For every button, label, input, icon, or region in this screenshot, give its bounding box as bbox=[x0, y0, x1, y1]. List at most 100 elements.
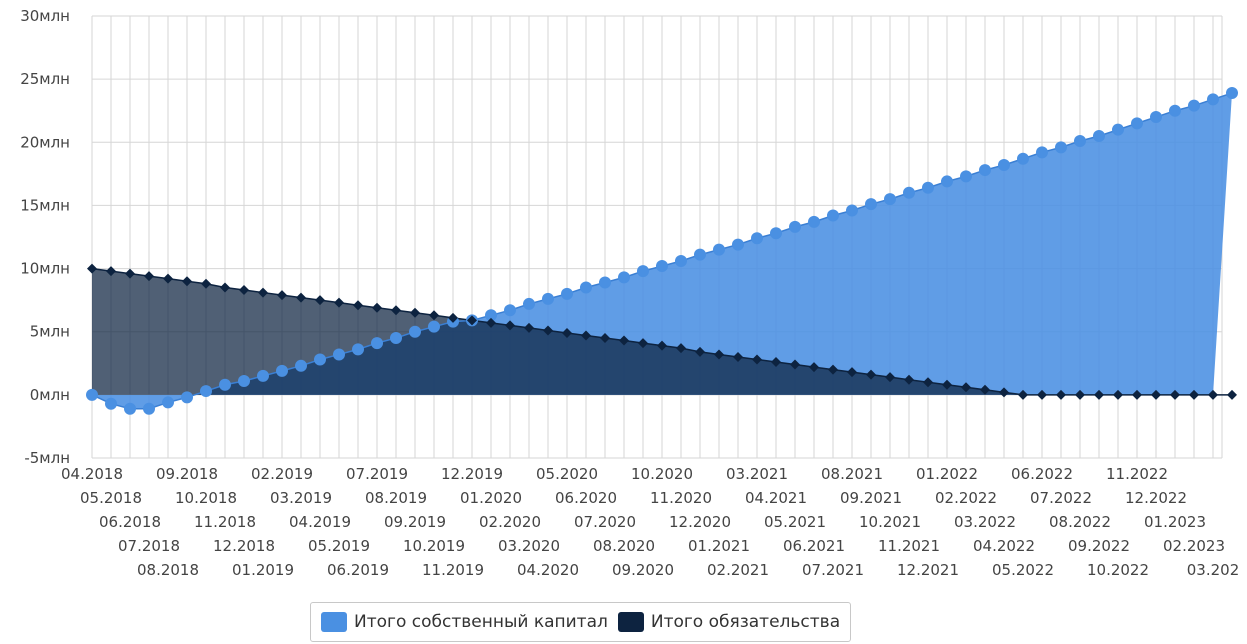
point-equity[interactable] bbox=[884, 193, 896, 205]
point-equity[interactable] bbox=[162, 396, 174, 408]
x-tick-label: 07.2019 bbox=[346, 465, 408, 483]
point-equity[interactable] bbox=[903, 187, 915, 199]
point-equity[interactable] bbox=[998, 159, 1010, 171]
point-equity[interactable] bbox=[694, 249, 706, 261]
x-tick-label: 12.2022 bbox=[1125, 489, 1187, 507]
x-tick-label: 11.2022 bbox=[1106, 465, 1168, 483]
point-equity[interactable] bbox=[1150, 111, 1162, 123]
point-equity[interactable] bbox=[200, 385, 212, 397]
point-equity[interactable] bbox=[1055, 141, 1067, 153]
point-equity[interactable] bbox=[846, 204, 858, 216]
point-equity[interactable] bbox=[390, 332, 402, 344]
point-equity[interactable] bbox=[1207, 93, 1219, 105]
point-equity[interactable] bbox=[637, 265, 649, 277]
point-liabilities[interactable] bbox=[1227, 390, 1237, 400]
x-tick-label: 01.2020 bbox=[460, 489, 522, 507]
point-equity[interactable] bbox=[181, 391, 193, 403]
point-equity[interactable] bbox=[1036, 146, 1048, 158]
point-equity[interactable] bbox=[124, 403, 136, 415]
x-tick-label: 08.2020 bbox=[593, 537, 655, 555]
point-equity[interactable] bbox=[941, 175, 953, 187]
point-equity[interactable] bbox=[1169, 105, 1181, 117]
x-tick-label: 04.2018 bbox=[61, 465, 123, 483]
point-equity[interactable] bbox=[542, 293, 554, 305]
y-tick-label: 10млн bbox=[20, 260, 70, 278]
x-tick-label: 02.2022 bbox=[935, 489, 997, 507]
point-equity[interactable] bbox=[1093, 130, 1105, 142]
x-tick-label: 01.2022 bbox=[916, 465, 978, 483]
point-equity[interactable] bbox=[352, 343, 364, 355]
x-tick-label: 05.2018 bbox=[80, 489, 142, 507]
x-tick-label: 10.2019 bbox=[403, 537, 465, 555]
x-tick-label: 04.2021 bbox=[745, 489, 807, 507]
x-tick-label: 12.2021 bbox=[897, 561, 959, 579]
x-tick-label: 11.2018 bbox=[194, 513, 256, 531]
x-tick-label: 08.2018 bbox=[137, 561, 199, 579]
chart-svg: 30млн25млн20млн15млн10млн5млн0млн-5млн 0… bbox=[0, 0, 1247, 600]
point-equity[interactable] bbox=[675, 255, 687, 267]
x-tick-label: 01.2019 bbox=[232, 561, 294, 579]
point-equity[interactable] bbox=[276, 365, 288, 377]
point-equity[interactable] bbox=[295, 360, 307, 372]
x-tick-label: 04.2019 bbox=[289, 513, 351, 531]
x-tick-label: 04.2022 bbox=[973, 537, 1035, 555]
point-equity[interactable] bbox=[922, 182, 934, 194]
x-tick-label: 07.2018 bbox=[118, 537, 180, 555]
x-tick-label: 06.2018 bbox=[99, 513, 161, 531]
point-equity[interactable] bbox=[789, 221, 801, 233]
x-tick-label: 10.2020 bbox=[631, 465, 693, 483]
x-tick-label: 09.2022 bbox=[1068, 537, 1130, 555]
point-equity[interactable] bbox=[219, 379, 231, 391]
y-tick-label: 30млн bbox=[20, 7, 70, 25]
point-equity[interactable] bbox=[580, 282, 592, 294]
point-equity[interactable] bbox=[979, 164, 991, 176]
point-equity[interactable] bbox=[827, 210, 839, 222]
point-equity[interactable] bbox=[371, 337, 383, 349]
x-tick-label: 05.2022 bbox=[992, 561, 1054, 579]
point-equity[interactable] bbox=[713, 244, 725, 256]
x-tick-label: 09.2019 bbox=[384, 513, 446, 531]
x-tick-label: 08.2021 bbox=[821, 465, 883, 483]
x-tick-label: 12.2020 bbox=[669, 513, 731, 531]
x-tick-label: 06.2021 bbox=[783, 537, 845, 555]
point-equity[interactable] bbox=[86, 389, 98, 401]
x-tick-label: 12.2019 bbox=[441, 465, 503, 483]
point-equity[interactable] bbox=[732, 239, 744, 251]
point-equity[interactable] bbox=[105, 398, 117, 410]
point-equity[interactable] bbox=[618, 271, 630, 283]
legend-item-liabilities[interactable]: Итого обязательства bbox=[618, 612, 840, 632]
point-equity[interactable] bbox=[561, 288, 573, 300]
point-equity[interactable] bbox=[751, 232, 763, 244]
legend-item-equity[interactable]: Итого собственный капитал bbox=[321, 612, 608, 632]
point-equity[interactable] bbox=[1017, 153, 1029, 165]
point-equity[interactable] bbox=[808, 216, 820, 228]
point-equity[interactable] bbox=[143, 403, 155, 415]
point-equity[interactable] bbox=[656, 260, 668, 272]
point-equity[interactable] bbox=[770, 227, 782, 239]
point-equity[interactable] bbox=[1131, 117, 1143, 129]
point-equity[interactable] bbox=[599, 276, 611, 288]
x-tick-label: 04.2020 bbox=[517, 561, 579, 579]
y-axis-ticks: 30млн25млн20млн15млн10млн5млн0млн-5млн bbox=[20, 7, 70, 467]
legend-swatch-equity bbox=[321, 612, 347, 632]
point-equity[interactable] bbox=[523, 298, 535, 310]
point-equity[interactable] bbox=[333, 348, 345, 360]
point-equity[interactable] bbox=[257, 370, 269, 382]
point-equity[interactable] bbox=[409, 326, 421, 338]
point-equity[interactable] bbox=[504, 304, 516, 316]
point-equity[interactable] bbox=[1188, 100, 1200, 112]
point-equity[interactable] bbox=[865, 198, 877, 210]
point-equity[interactable] bbox=[428, 321, 440, 333]
point-equity[interactable] bbox=[960, 170, 972, 182]
point-equity[interactable] bbox=[314, 353, 326, 365]
x-tick-label: 02.2023 bbox=[1163, 537, 1225, 555]
y-tick-label: 25млн bbox=[20, 70, 70, 88]
point-equity[interactable] bbox=[1074, 135, 1086, 147]
point-equity[interactable] bbox=[238, 375, 250, 387]
x-tick-label: 03.2019 bbox=[270, 489, 332, 507]
x-tick-label: 07.2021 bbox=[802, 561, 864, 579]
x-tick-label: 02.2020 bbox=[479, 513, 541, 531]
x-tick-label: 07.2022 bbox=[1030, 489, 1092, 507]
point-equity[interactable] bbox=[1112, 124, 1124, 136]
point-equity[interactable] bbox=[1226, 87, 1238, 99]
